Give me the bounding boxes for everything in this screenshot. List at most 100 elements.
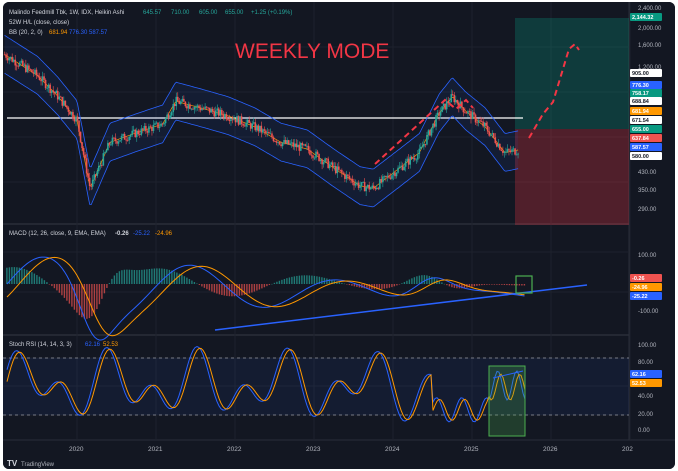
macd-hist-bar bbox=[521, 284, 523, 286]
stoch-rsi-title[interactable]: Stoch RSI (14, 14, 3, 3) bbox=[9, 342, 72, 348]
macd-hist-bar bbox=[183, 276, 186, 284]
candle-body bbox=[64, 100, 67, 106]
macd-hist-bar bbox=[446, 284, 448, 286]
candle-body bbox=[214, 110, 217, 117]
macd-hist-bar bbox=[451, 284, 453, 288]
candle-body bbox=[88, 177, 91, 187]
macd-hist-bar bbox=[406, 280, 408, 284]
projection-path[interactable] bbox=[374, 98, 474, 165]
candle-body bbox=[205, 106, 208, 108]
candle-body bbox=[242, 123, 244, 126]
bb-lower-value: 587.57 bbox=[89, 30, 108, 36]
candle-body bbox=[454, 100, 457, 103]
rsi-highlight-box[interactable] bbox=[488, 365, 526, 437]
candle-body bbox=[59, 96, 62, 98]
candle-body bbox=[222, 114, 225, 118]
candle-body bbox=[271, 133, 273, 138]
macd-hist-bar bbox=[238, 284, 241, 296]
projection-path-future[interactable] bbox=[528, 42, 580, 139]
candle-body bbox=[418, 148, 421, 155]
macd-hist-bar bbox=[108, 283, 111, 284]
macd-hist-bar bbox=[196, 283, 198, 285]
candle-body bbox=[55, 90, 58, 94]
macd-hist-bar bbox=[261, 284, 263, 289]
price-tag: 587.57 bbox=[632, 145, 649, 151]
candle-body bbox=[143, 125, 146, 130]
candle-body bbox=[413, 158, 416, 160]
macd-hist-bar bbox=[351, 284, 353, 286]
macd-hist-bar bbox=[416, 276, 418, 284]
macd-hist-bar bbox=[18, 267, 21, 284]
time-axis-tick: 2025 bbox=[464, 446, 479, 453]
candle-body bbox=[318, 153, 320, 162]
candle-body bbox=[85, 158, 88, 174]
candle-body bbox=[280, 144, 282, 147]
candle-body bbox=[289, 143, 291, 145]
candle-body bbox=[412, 158, 415, 159]
macd-hist-bar bbox=[313, 275, 316, 284]
candle-body bbox=[25, 64, 27, 72]
macd-highlight-box[interactable] bbox=[515, 275, 533, 294]
candle-body bbox=[362, 182, 364, 183]
candle-body bbox=[97, 165, 100, 172]
candle-body bbox=[363, 182, 366, 192]
macd-hist-bar bbox=[91, 284, 93, 317]
macd-hist-bar bbox=[293, 276, 296, 284]
candle-body bbox=[433, 123, 436, 127]
macd-signal-line bbox=[6, 256, 525, 337]
macd-hist-bar bbox=[171, 270, 173, 284]
candle-body bbox=[255, 125, 258, 131]
macd-hist-bar bbox=[41, 278, 43, 284]
macd-hist-bar bbox=[113, 275, 116, 284]
macd-hist-bar bbox=[428, 275, 431, 284]
macd-hist-bar bbox=[268, 284, 271, 286]
candle-body bbox=[99, 165, 102, 167]
indicator-52w-label[interactable]: 52W H/L (close, close) bbox=[9, 20, 69, 26]
candle-body bbox=[427, 130, 430, 136]
chart-svg[interactable]: Malindo Feedmill Tbk, 1W, IDX, Heikin As… bbox=[3, 2, 675, 469]
macd-hist-bar bbox=[453, 284, 456, 288]
macd-hist-bar bbox=[318, 276, 321, 284]
candle-body bbox=[322, 162, 325, 165]
tradingview-logo[interactable]: TV TradingView bbox=[7, 459, 55, 468]
candle-body bbox=[178, 101, 181, 104]
long-position-profit-zone[interactable] bbox=[515, 18, 629, 129]
candle-body bbox=[397, 167, 399, 173]
candle-body bbox=[354, 183, 357, 186]
candle-body bbox=[87, 173, 89, 178]
candle-body bbox=[47, 84, 50, 88]
ohlc-low: 605.00 bbox=[199, 10, 218, 16]
rsi-axis-tick: 20.00 bbox=[638, 412, 654, 418]
candle-body bbox=[123, 133, 126, 140]
macd-hist-bar bbox=[198, 284, 201, 285]
candle-body bbox=[348, 175, 351, 179]
time-axis-tick: 2024 bbox=[385, 446, 400, 453]
rsi-trendline[interactable] bbox=[492, 370, 524, 379]
macd-hist-bar bbox=[101, 284, 103, 299]
candle-body bbox=[28, 65, 30, 70]
candle-body bbox=[347, 174, 349, 176]
macd-hist-bar bbox=[493, 284, 496, 285]
candle-body bbox=[17, 65, 20, 67]
candle-body bbox=[269, 133, 272, 135]
candle-body bbox=[375, 187, 378, 190]
indicator-bb-label[interactable]: BB (20, 2, 0) bbox=[9, 30, 43, 36]
long-position-loss-zone[interactable] bbox=[515, 129, 629, 225]
macd-hist-bar bbox=[106, 284, 108, 288]
candle-body bbox=[239, 116, 241, 125]
candle-body bbox=[312, 155, 314, 158]
time-axis-tick: 2023 bbox=[306, 446, 321, 453]
candle-body bbox=[290, 142, 293, 144]
candle-body bbox=[489, 134, 492, 136]
macd-hist-bar bbox=[138, 270, 141, 284]
candle-body bbox=[34, 69, 36, 74]
macd-hist-bar bbox=[203, 284, 206, 288]
macd-hist-bar bbox=[78, 284, 81, 316]
macd-title[interactable]: MACD (12, 26, close, 9, EMA, EMA) bbox=[9, 231, 106, 237]
macd-hist-bar bbox=[163, 268, 166, 284]
macd-hist-bar bbox=[503, 284, 506, 285]
candle-body bbox=[338, 166, 340, 170]
price-tag: 580.00 bbox=[632, 154, 649, 160]
candle-body bbox=[204, 106, 206, 109]
macd-hist-bar bbox=[496, 284, 498, 285]
